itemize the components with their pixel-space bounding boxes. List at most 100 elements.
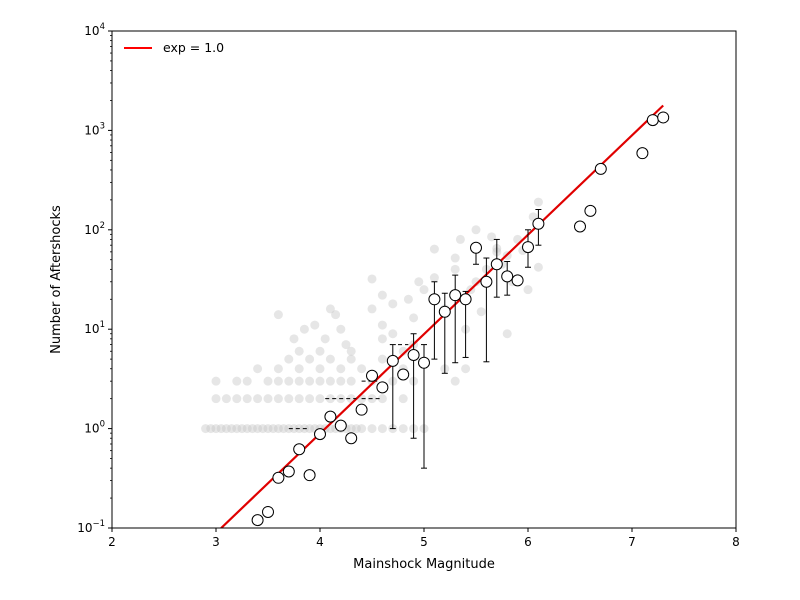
binned-point xyxy=(324,410,337,423)
raw-event-point xyxy=(377,424,387,434)
raw-event-point xyxy=(211,424,221,434)
raw-event-point xyxy=(273,364,283,374)
raw-event-point xyxy=(232,394,242,404)
raw-event-point xyxy=(533,197,543,207)
binned-point xyxy=(490,258,503,271)
binned-point xyxy=(303,469,316,482)
raw-event-point xyxy=(273,394,283,404)
raw-event-point xyxy=(268,424,278,434)
raw-event-point xyxy=(227,424,237,434)
raw-event-point xyxy=(211,376,221,386)
raw-event-point xyxy=(487,232,497,242)
raw-event-point xyxy=(263,376,273,386)
raw-event-point xyxy=(305,394,315,404)
binned-point xyxy=(251,514,264,527)
binned-point xyxy=(355,403,368,416)
y-tick-label: 104 xyxy=(84,22,105,38)
x-tick-label: 3 xyxy=(212,535,220,549)
raw-event-point xyxy=(242,424,252,434)
raw-event-point xyxy=(294,376,304,386)
raw-event-point xyxy=(247,424,257,434)
raw-event-point xyxy=(237,424,247,434)
raw-event-point xyxy=(341,340,351,350)
raw-event-point xyxy=(206,424,216,434)
y-tick-label: 103 xyxy=(84,121,105,137)
binned-point xyxy=(366,369,378,382)
raw-event-point xyxy=(201,424,211,434)
x-tick-label: 7 xyxy=(628,535,636,549)
binned-point xyxy=(480,275,493,288)
binned-point xyxy=(345,432,358,445)
x-tick-label: 5 xyxy=(420,535,428,549)
raw-event-point xyxy=(403,294,413,304)
raw-event-point xyxy=(294,364,304,374)
raw-event-point xyxy=(414,277,424,287)
x-axis-ticks: 2 3 4 5 6 7 8 xyxy=(108,528,740,549)
raw-event-point xyxy=(221,424,231,434)
raw-event-point xyxy=(263,394,273,404)
raw-event-point xyxy=(429,273,439,283)
binned-point xyxy=(272,471,285,484)
raw-event-point xyxy=(377,334,387,344)
raw-event-point xyxy=(346,346,356,356)
binned-point xyxy=(636,147,649,160)
raw-event-point xyxy=(232,376,242,386)
x-tick-label: 6 xyxy=(524,535,532,549)
raw-event-point xyxy=(377,320,387,330)
raw-event-point xyxy=(523,285,533,295)
binned-point xyxy=(334,419,347,432)
raw-event-point xyxy=(346,376,356,386)
raw-event-point xyxy=(367,424,377,434)
raw-event-point xyxy=(325,376,335,386)
raw-event-point xyxy=(409,313,419,323)
raw-event-point xyxy=(299,324,309,334)
binned-point xyxy=(594,162,607,175)
raw-event-point xyxy=(273,310,283,320)
raw-event-point xyxy=(294,346,304,356)
binned-point xyxy=(314,428,326,441)
raw-event-point xyxy=(315,376,325,386)
raw-event-point xyxy=(284,394,294,404)
raw-event-point xyxy=(377,290,387,300)
raw-event-point xyxy=(325,304,335,314)
raw-event-point xyxy=(377,354,387,364)
binned-point xyxy=(449,289,462,302)
raw-event-point xyxy=(502,329,512,339)
binned-point xyxy=(657,111,670,124)
raw-event-point xyxy=(258,424,268,434)
raw-event-point xyxy=(320,334,330,344)
raw-event-point xyxy=(279,424,289,434)
raw-event-point xyxy=(325,394,335,404)
raw-event-point xyxy=(398,394,408,404)
raw-event-point xyxy=(242,394,252,404)
raw-event-point xyxy=(315,346,325,356)
y-axis-label: Number of Aftershocks xyxy=(49,205,64,354)
binned-point xyxy=(282,465,295,478)
raw-event-point xyxy=(289,334,299,344)
binned-point xyxy=(574,220,586,233)
binned-point xyxy=(376,381,389,394)
y-axis-ticks: 10−1 100 101 102 103 104 xyxy=(77,22,112,535)
raw-event-point xyxy=(450,376,460,386)
binned-point xyxy=(418,356,430,369)
raw-event-point xyxy=(346,354,356,364)
binned-point xyxy=(522,241,534,254)
raw-event-point xyxy=(388,329,398,339)
binned-point xyxy=(470,241,482,254)
raw-event-point xyxy=(211,394,221,404)
y-tick-label: 10−1 xyxy=(77,519,105,535)
binned-points-layer xyxy=(251,111,670,527)
raw-event-point xyxy=(253,364,263,374)
raw-event-point xyxy=(331,310,341,320)
raw-event-point xyxy=(315,364,325,374)
raw-event-point xyxy=(398,346,408,356)
binned-point xyxy=(511,274,524,287)
raw-event-point xyxy=(289,424,299,434)
raw-event-point xyxy=(242,376,252,386)
binned-point xyxy=(397,368,410,381)
raw-event-point xyxy=(533,262,543,272)
raw-event-point xyxy=(273,376,283,386)
raw-event-point xyxy=(357,364,367,374)
raw-event-point xyxy=(419,285,429,295)
